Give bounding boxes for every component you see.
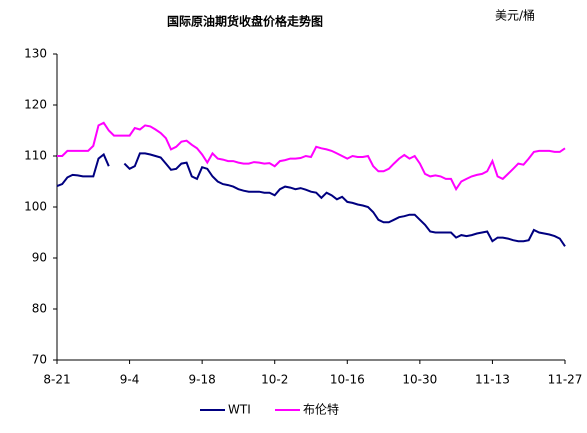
y-tick-label: 70 <box>32 353 47 367</box>
x-tick-label: 11-27 <box>548 373 583 387</box>
y-tick-label: 130 <box>24 47 47 61</box>
x-tick-label: 9-18 <box>189 373 216 387</box>
chart-title: 国际原油期货收盘价格走势图 <box>167 14 323 29</box>
x-tick-label: 10-2 <box>261 373 288 387</box>
x-tick-label: 9-4 <box>120 373 140 387</box>
legend-label: WTI <box>228 403 251 417</box>
unit-label: 美元/桶 <box>495 8 535 23</box>
x-tick-label: 10-16 <box>330 373 365 387</box>
x-tick-label: 11-13 <box>475 373 510 387</box>
legend-label: 布伦特 <box>303 402 339 417</box>
y-tick-label: 110 <box>24 149 47 163</box>
x-tick-label: 8-21 <box>43 373 70 387</box>
y-tick-label: 120 <box>24 98 47 112</box>
y-tick-label: 100 <box>24 200 47 214</box>
x-tick-label: 10-30 <box>402 373 437 387</box>
series-line <box>57 121 566 192</box>
y-tick-label: 90 <box>32 251 47 265</box>
y-tick-label: 80 <box>32 302 47 316</box>
series-line <box>56 152 566 247</box>
